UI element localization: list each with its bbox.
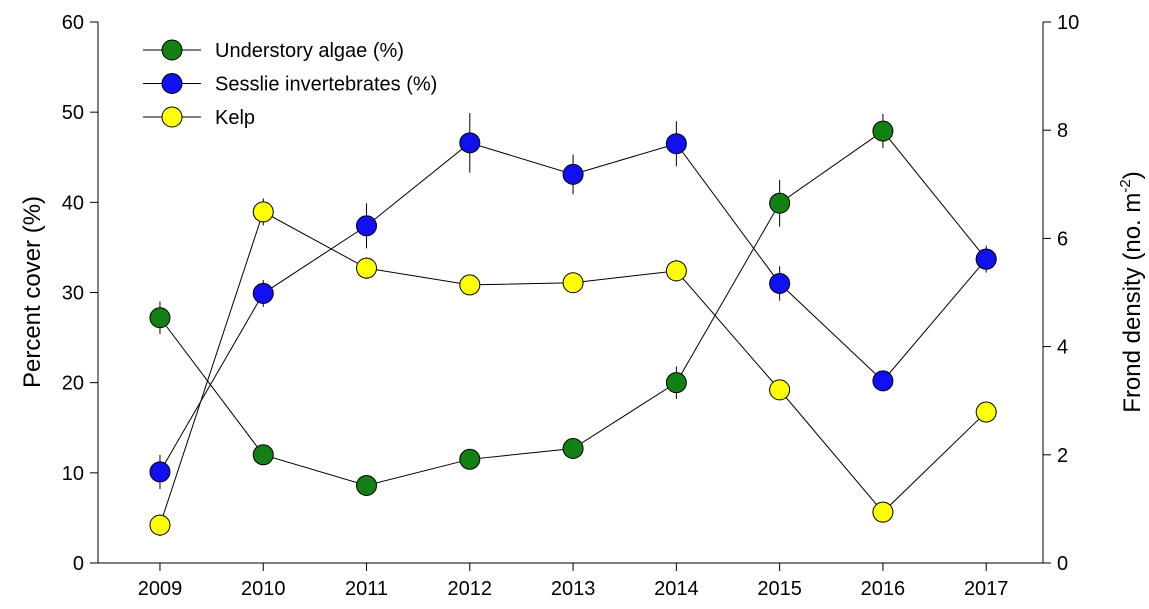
legend-label: Understory algae (%) xyxy=(215,40,404,62)
x-tick-label: 2010 xyxy=(241,578,286,600)
y2-tick-label: 2 xyxy=(1057,445,1068,467)
legend-marker xyxy=(161,106,183,128)
marker xyxy=(769,192,791,214)
marker xyxy=(769,379,791,401)
marker xyxy=(356,257,378,279)
marker xyxy=(149,307,171,329)
x-tick-label: 2012 xyxy=(448,578,493,600)
marker xyxy=(459,448,481,470)
y2-label-sup: -2 xyxy=(1117,179,1134,192)
marker xyxy=(562,437,584,459)
y2-axis-label: Frond density (no. m-2) xyxy=(1117,171,1146,412)
marker xyxy=(356,215,378,237)
marker xyxy=(252,282,274,304)
y-tick-label: 60 xyxy=(62,12,84,34)
legend-label: Kelp xyxy=(215,107,255,129)
marker xyxy=(872,370,894,392)
x-tick-label: 2014 xyxy=(654,578,699,600)
marker xyxy=(872,501,894,523)
legend-marker xyxy=(161,39,183,61)
y-axis-label: Percent cover (%) xyxy=(19,196,46,388)
marker xyxy=(356,474,378,496)
y2-tick-label: 6 xyxy=(1057,228,1068,250)
y-tick-label: 50 xyxy=(62,102,84,124)
x-tick-label: 2016 xyxy=(861,578,906,600)
y-tick-label: 20 xyxy=(62,373,84,395)
marker xyxy=(252,201,274,223)
marker xyxy=(149,461,171,483)
marker xyxy=(665,260,687,282)
series-line xyxy=(159,211,987,526)
y-tick-label: 0 xyxy=(73,553,84,575)
y2-label-end: ) xyxy=(1119,171,1146,179)
x-tick-label: 2015 xyxy=(757,578,802,600)
y-tick-label: 40 xyxy=(62,192,84,214)
marker xyxy=(665,133,687,155)
marker xyxy=(975,401,997,423)
x-tick-label: 2011 xyxy=(345,578,388,600)
y2-label-main: Frond density (no. m xyxy=(1119,193,1146,413)
x-tick-label: 2017 xyxy=(964,578,1009,600)
x-tick-label: 2013 xyxy=(551,578,596,600)
y2-tick-label: 10 xyxy=(1057,12,1079,34)
y2-tick-label: 4 xyxy=(1057,337,1068,359)
y-tick-label: 30 xyxy=(62,283,84,305)
marker xyxy=(665,372,687,394)
marker xyxy=(562,163,584,185)
marker xyxy=(149,514,171,536)
marker xyxy=(252,444,274,466)
marker xyxy=(562,272,584,294)
y2-tick-label: 8 xyxy=(1057,120,1068,142)
marker xyxy=(459,132,481,154)
marker xyxy=(769,272,791,294)
marker xyxy=(975,248,997,270)
legend-label: Sesslie invertebrates (%) xyxy=(215,74,437,96)
x-tick-label: 2009 xyxy=(138,578,183,600)
marker xyxy=(872,120,894,142)
y2-tick-label: 0 xyxy=(1057,553,1068,575)
y-tick-label: 10 xyxy=(62,463,84,485)
legend-marker xyxy=(161,73,183,94)
marker xyxy=(459,274,481,296)
